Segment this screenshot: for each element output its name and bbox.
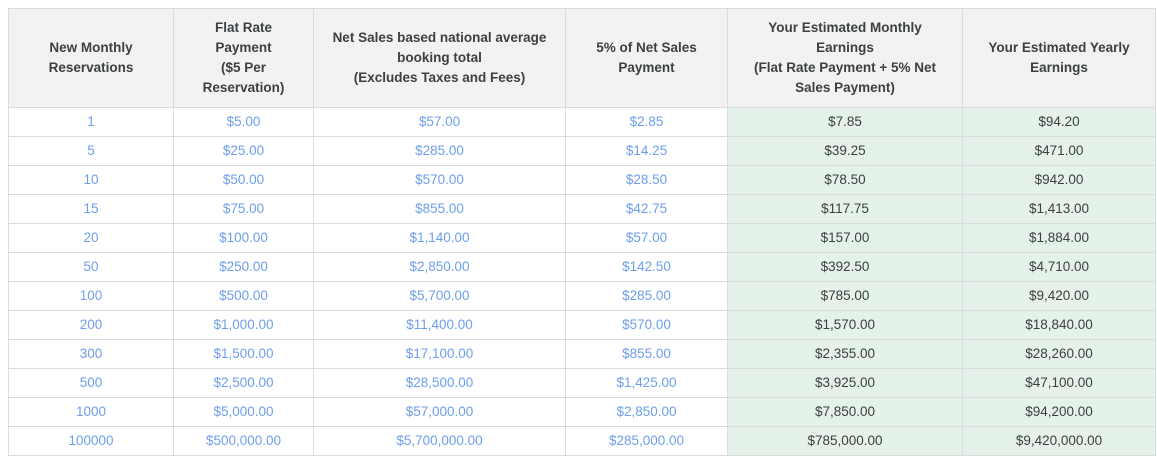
earnings-cell: $4,710.00 (962, 252, 1156, 282)
earnings-cell: $1,884.00 (962, 223, 1156, 253)
value-cell: 200 (8, 310, 174, 340)
earnings-cell: $117.75 (727, 194, 963, 224)
header-row: New Monthly Reservations Flat Rate Paymen… (8, 8, 1156, 108)
value-cell: $500,000.00 (173, 426, 314, 456)
earnings-cell: $28,260.00 (962, 339, 1156, 369)
earnings-cell: $471.00 (962, 136, 1156, 166)
earnings-cell: $157.00 (727, 223, 963, 253)
value-cell: $42.75 (565, 194, 728, 224)
earnings-cell: $942.00 (962, 165, 1156, 195)
value-cell: $5,000.00 (173, 397, 314, 427)
value-cell: $50.00 (173, 165, 314, 195)
value-cell: $57.00 (565, 223, 728, 253)
column-header: New Monthly Reservations (8, 8, 174, 108)
table-body: 1 $5.00 $57.00 $2.85 $7.85 $94.20 5 $25.00 $285.… (8, 107, 1156, 456)
value-cell: $285.00 (565, 281, 728, 311)
value-cell: $855.00 (313, 194, 566, 224)
value-cell: 1000 (8, 397, 174, 427)
table-row: 1000 $5,000.00 $57,000.00 $2,850.00 $7,850.0… (8, 397, 1156, 427)
value-cell: $5,700.00 (313, 281, 566, 311)
value-cell: $1,425.00 (565, 368, 728, 398)
value-cell: $5.00 (173, 107, 314, 137)
earnings-table: New Monthly Reservations Flat Rate Paymen… (8, 8, 1156, 456)
value-cell: $285.00 (313, 136, 566, 166)
table-row: 300 $1,500.00 $17,100.00 $855.00 $2,355.00 $2… (8, 339, 1156, 369)
earnings-cell: $1,413.00 (962, 194, 1156, 224)
value-cell: 20 (8, 223, 174, 253)
value-cell: $1,000.00 (173, 310, 314, 340)
earnings-cell: $94,200.00 (962, 397, 1156, 427)
value-cell: 10 (8, 165, 174, 195)
value-cell: $57.00 (313, 107, 566, 137)
value-cell: $855.00 (565, 339, 728, 369)
value-cell: $2,850.00 (565, 397, 728, 427)
value-cell: $57,000.00 (313, 397, 566, 427)
table-row: 20 $100.00 $1,140.00 $57.00 $157.00 $1,884.00 (8, 223, 1156, 253)
column-header: Your Estimated Yearly Earnings (962, 8, 1156, 108)
value-cell: $25.00 (173, 136, 314, 166)
earnings-cell: $7.85 (727, 107, 963, 137)
value-cell: $28.50 (565, 165, 728, 195)
value-cell: 500 (8, 368, 174, 398)
value-cell: $5,700,000.00 (313, 426, 566, 456)
column-header: 5% of Net Sales Payment (565, 8, 728, 108)
earnings-cell: $785.00 (727, 281, 963, 311)
earnings-cell: $18,840.00 (962, 310, 1156, 340)
earnings-cell: $9,420.00 (962, 281, 1156, 311)
value-cell: $1,500.00 (173, 339, 314, 369)
table-row: 15 $75.00 $855.00 $42.75 $117.75 $1,413.00 (8, 194, 1156, 224)
value-cell: $250.00 (173, 252, 314, 282)
table-row: 100 $500.00 $5,700.00 $285.00 $785.00 $9,420.… (8, 281, 1156, 311)
value-cell: 100 (8, 281, 174, 311)
table-row: 200 $1,000.00 $11,400.00 $570.00 $1,570.00 $1… (8, 310, 1156, 340)
value-cell: $11,400.00 (313, 310, 566, 340)
value-cell: $570.00 (313, 165, 566, 195)
table-row: 500 $2,500.00 $28,500.00 $1,425.00 $3,925.00… (8, 368, 1156, 398)
earnings-cell: $9,420,000.00 (962, 426, 1156, 456)
value-cell: 15 (8, 194, 174, 224)
value-cell: $100.00 (173, 223, 314, 253)
value-cell: 1 (8, 107, 174, 137)
earnings-cell: $2,355.00 (727, 339, 963, 369)
earnings-cell: $3,925.00 (727, 368, 963, 398)
value-cell: 300 (8, 339, 174, 369)
value-cell: $28,500.00 (313, 368, 566, 398)
value-cell: $14.25 (565, 136, 728, 166)
value-cell: $570.00 (565, 310, 728, 340)
value-cell: 100000 (8, 426, 174, 456)
earnings-cell: $1,570.00 (727, 310, 963, 340)
table-row: 1 $5.00 $57.00 $2.85 $7.85 $94.20 (8, 107, 1156, 137)
value-cell: $500.00 (173, 281, 314, 311)
value-cell: $2.85 (565, 107, 728, 137)
table-row: 10 $50.00 $570.00 $28.50 $78.50 $942.00 (8, 165, 1156, 195)
table-row: 5 $25.00 $285.00 $14.25 $39.25 $471.00 (8, 136, 1156, 166)
value-cell: $2,500.00 (173, 368, 314, 398)
earnings-cell: $392.50 (727, 252, 963, 282)
column-header: Flat Rate Payment ($5 Per Reservation) (173, 8, 314, 108)
column-header: Your Estimated Monthly Earnings (Flat Ra… (727, 8, 963, 108)
value-cell: $75.00 (173, 194, 314, 224)
value-cell: $1,140.00 (313, 223, 566, 253)
value-cell: $142.50 (565, 252, 728, 282)
earnings-cell: $47,100.00 (962, 368, 1156, 398)
value-cell: $285,000.00 (565, 426, 728, 456)
value-cell: $17,100.00 (313, 339, 566, 369)
table-row: 100000 $500,000.00 $5,700,000.00 $285,000.0… (8, 426, 1156, 456)
earnings-cell: $785,000.00 (727, 426, 963, 456)
earnings-cell: $39.25 (727, 136, 963, 166)
value-cell: 50 (8, 252, 174, 282)
earnings-cell: $94.20 (962, 107, 1156, 137)
value-cell: $2,850.00 (313, 252, 566, 282)
column-header: Net Sales based national average booking… (313, 8, 566, 108)
earnings-cell: $78.50 (727, 165, 963, 195)
table-row: 50 $250.00 $2,850.00 $142.50 $392.50 $4,710.0… (8, 252, 1156, 282)
earnings-cell: $7,850.00 (727, 397, 963, 427)
table-header: New Monthly Reservations Flat Rate Paymen… (8, 8, 1156, 108)
value-cell: 5 (8, 136, 174, 166)
